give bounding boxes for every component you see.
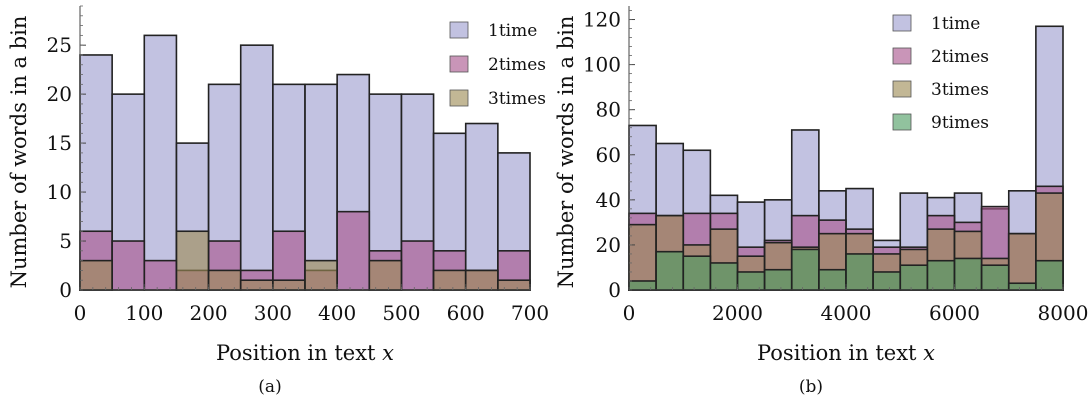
chart-b-legend-swatch-9times [892, 113, 912, 131]
chart-b-bar-9times-7 [818, 268, 847, 291]
chart-a-bar-3times-11 [432, 269, 467, 291]
chart-a-ylabel: Number of words in a bin [7, 16, 31, 289]
chart-a-legend-label-2times: 2times [488, 55, 546, 75]
chart-b-legend-label-3times: 3times [931, 80, 989, 100]
chart-a-xtick-label-3: 300 [254, 301, 292, 325]
chart-a-bar-3times-6 [272, 279, 306, 291]
chart-a-xtick-label-7: 700 [511, 301, 549, 325]
chart-a-ytick-label-3: 15 [47, 131, 72, 155]
chart-b-xtick-label-2: 4000 [821, 301, 872, 325]
chart-b-bar-9times-15 [1035, 259, 1064, 291]
chart-b-xtick-label-1: 2000 [712, 301, 763, 325]
chart-a-ytick-label-0: 0 [59, 278, 72, 302]
chart-a-bar-2times-1 [111, 240, 146, 291]
chart-a-bar-3times-3 [175, 230, 210, 291]
chart-a-bar-1time-5 [239, 44, 274, 291]
chart-b-legend-swatch-2times [892, 47, 912, 65]
chart-a-bar-3times-12 [464, 269, 499, 291]
chart-a-bar-3times-9 [368, 259, 403, 291]
chart-a-bar-3times-0 [79, 259, 113, 291]
chart-a-bar-3times-7 [304, 259, 338, 291]
chart-b-bar-9times-12 [953, 257, 983, 291]
chart-b-bar-9times-13 [980, 264, 1010, 291]
chart-a-bar-3times-4 [207, 269, 242, 291]
chart-b-xlabel: Position in text x [757, 341, 935, 365]
chart-b-bar-9times-2 [682, 255, 712, 291]
chart-a-bar-2times-8 [336, 210, 371, 291]
chart-b-ytick-label-4: 80 [596, 98, 621, 122]
chart-b-ytick-label-6: 120 [583, 8, 621, 32]
chart-a-bar-3times-13 [497, 279, 531, 291]
chart-a-xtick-label-1: 100 [125, 301, 163, 325]
chart-a-ytick-label-2: 10 [47, 180, 72, 204]
chart-b-legend-swatch-1time [892, 14, 912, 32]
chart-b-bar-9times-3 [709, 262, 739, 291]
chart-a-caption: (a) [258, 377, 281, 397]
chart-b-xtick-label-3: 6000 [929, 301, 980, 325]
chart-a-xtick-label-2: 200 [189, 301, 227, 325]
chart-b-legend-swatch-3times [892, 80, 912, 98]
chart-a-xtick-label-4: 400 [318, 301, 356, 325]
chart-a-xlabel: Position in text x [216, 341, 394, 365]
chart-b-legend-label-2times: 2times [931, 47, 989, 67]
chart-a-legend-label-1time: 1time [488, 21, 537, 41]
chart-b-bar-9times-1 [655, 250, 685, 291]
chart-a-bar-2times-2 [143, 259, 178, 291]
chart-b-ylabel: Number of words in a bin [554, 16, 578, 289]
chart-b-bar-9times-4 [736, 271, 766, 291]
chart-b-ytick-label-5: 100 [583, 53, 621, 77]
chart-a-bar-3times-5 [239, 279, 274, 291]
chart-a-legend-swatch-2times [449, 55, 469, 73]
chart-a-bar-1time-2 [143, 34, 178, 291]
chart-a-legend-label-3times: 3times [488, 89, 546, 109]
chart-b-bar-9times-11 [926, 259, 956, 291]
chart-b-legend-label-1time: 1time [931, 14, 980, 34]
chart-b-caption: (b) [799, 377, 823, 397]
chart-a-bar-1time-7 [304, 83, 338, 291]
chart-b-xtick-label-0: 0 [623, 301, 636, 325]
chart-a-ytick-label-5: 25 [47, 33, 72, 57]
chart-b-xtick-label-4: 8000 [1038, 301, 1089, 325]
chart-a-legend-swatch-3times [449, 89, 469, 107]
chart-a-legend-swatch-1time [449, 21, 469, 39]
chart-a-xtick-label-0: 0 [74, 301, 87, 325]
chart-b-ytick-label-0: 0 [608, 278, 621, 302]
chart-b-ytick-label-3: 60 [596, 143, 621, 167]
chart-b-bar-9times-9 [872, 271, 902, 291]
chart-b-bar-9times-14 [1007, 282, 1037, 291]
chart-b-bar-9times-0 [628, 280, 657, 291]
chart-b-bar-9times-10 [899, 264, 929, 291]
chart-a-bar-1time-12 [464, 122, 499, 291]
chart-b-legend-label-9times: 9times [931, 113, 989, 133]
chart-b-ytick-label-2: 40 [596, 188, 621, 212]
chart-b-bar-9times-8 [845, 253, 874, 291]
chart-a-ytick-label-1: 5 [59, 229, 72, 253]
chart-b-bar-9times-6 [790, 248, 820, 291]
chart-a-bar-2times-10 [400, 240, 435, 291]
chart-a-xtick-label-6: 600 [447, 301, 485, 325]
chart-a-ytick-label-4: 20 [47, 82, 72, 106]
chart-b-bar-3times-14 [1007, 232, 1037, 291]
chart-b-bar-9times-5 [763, 268, 793, 291]
chart-a-xtick-label-5: 500 [382, 301, 420, 325]
chart-b-ytick-label-1: 20 [596, 233, 621, 257]
